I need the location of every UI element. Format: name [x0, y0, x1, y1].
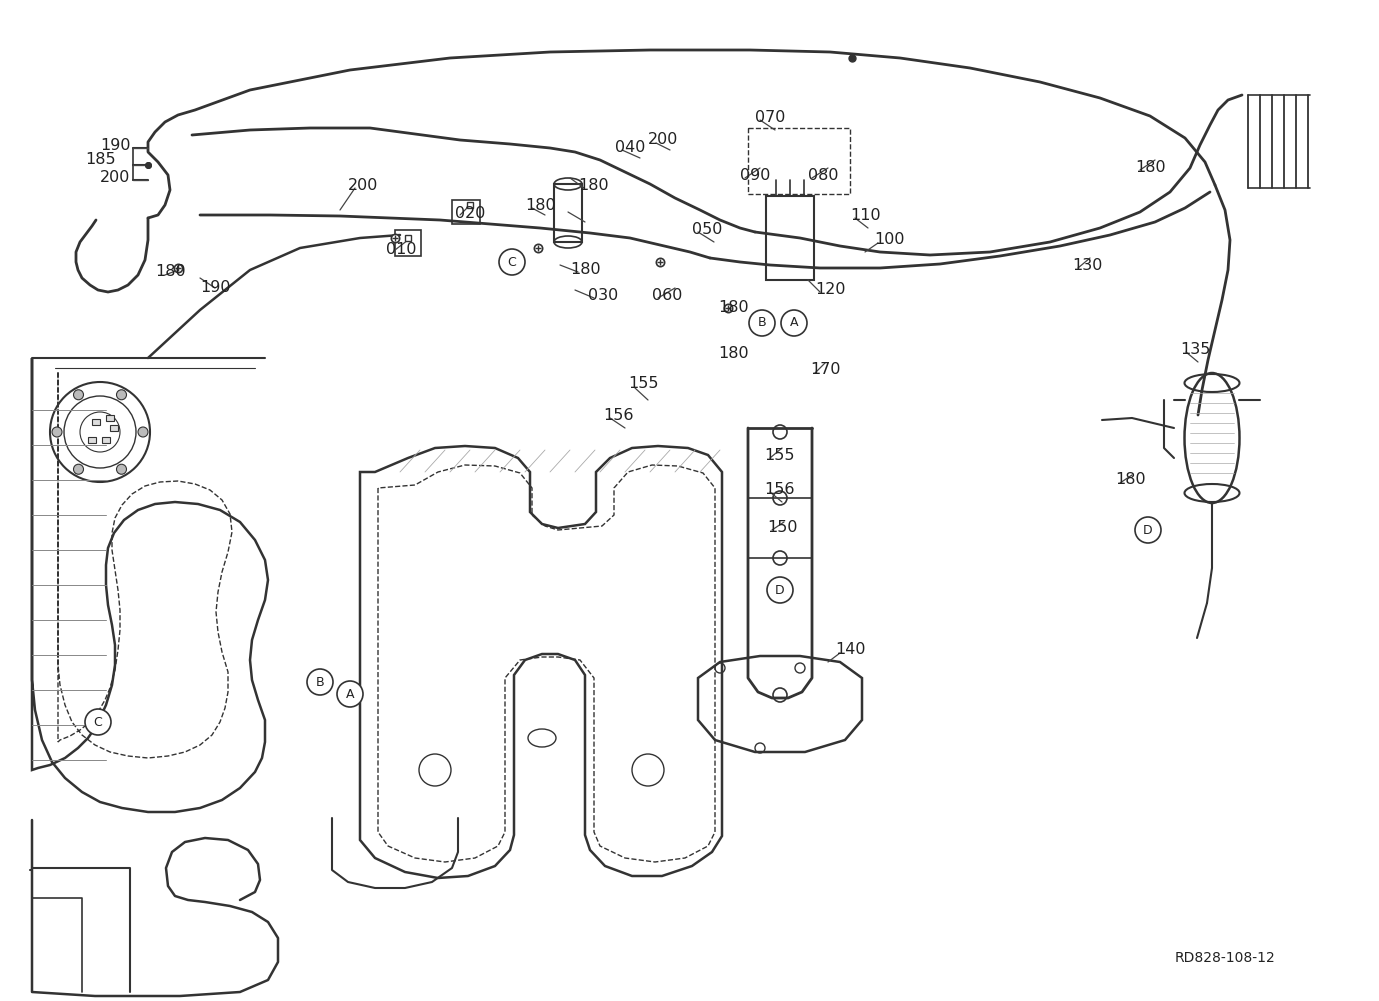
Text: 140: 140: [836, 643, 866, 658]
Text: 150: 150: [767, 520, 797, 535]
Text: 110: 110: [849, 207, 881, 222]
Text: 080: 080: [808, 168, 838, 183]
Circle shape: [781, 310, 807, 336]
Text: 200: 200: [101, 170, 131, 185]
Text: 090: 090: [741, 168, 771, 183]
Text: B: B: [316, 676, 324, 689]
Circle shape: [308, 669, 332, 695]
Text: RD828-108-12: RD828-108-12: [1175, 951, 1276, 965]
Text: 180: 180: [525, 197, 556, 212]
Text: 040: 040: [615, 140, 645, 155]
Bar: [92, 419, 101, 425]
Text: D: D: [1143, 524, 1153, 537]
Circle shape: [85, 709, 110, 735]
Text: 180: 180: [1116, 472, 1146, 487]
Text: 200: 200: [648, 132, 678, 147]
Bar: [110, 425, 119, 431]
Text: 100: 100: [874, 232, 905, 247]
Circle shape: [73, 464, 84, 474]
Text: B: B: [757, 316, 767, 329]
Circle shape: [749, 310, 775, 336]
Bar: [747, 128, 849, 194]
Text: A: A: [346, 688, 354, 701]
Text: 180: 180: [570, 262, 601, 277]
Text: 180: 180: [154, 264, 186, 279]
Bar: [102, 437, 110, 443]
Circle shape: [1135, 517, 1161, 543]
Text: 010: 010: [386, 242, 416, 257]
Circle shape: [767, 577, 793, 603]
Text: 190: 190: [101, 137, 131, 152]
Bar: [452, 200, 480, 224]
Circle shape: [116, 389, 127, 399]
Text: 135: 135: [1180, 342, 1211, 357]
Text: 180: 180: [718, 300, 749, 315]
Text: 185: 185: [85, 152, 116, 167]
Text: 060: 060: [652, 288, 683, 303]
Circle shape: [52, 427, 62, 437]
Circle shape: [499, 249, 525, 275]
Bar: [394, 230, 421, 256]
Text: 030: 030: [587, 288, 618, 303]
Text: C: C: [94, 716, 102, 729]
Text: 190: 190: [200, 279, 230, 294]
Text: 155: 155: [764, 447, 794, 462]
Text: 180: 180: [1135, 159, 1165, 174]
Text: 155: 155: [627, 376, 659, 391]
Text: 130: 130: [1071, 257, 1102, 272]
Text: 050: 050: [692, 222, 723, 237]
Circle shape: [116, 464, 127, 474]
Text: D: D: [775, 584, 785, 597]
Text: 070: 070: [754, 110, 786, 125]
Bar: [106, 415, 114, 421]
Circle shape: [73, 389, 84, 399]
Text: 020: 020: [455, 205, 485, 220]
Text: 180: 180: [578, 177, 608, 192]
Bar: [554, 184, 582, 242]
Text: 200: 200: [348, 177, 378, 192]
Bar: [765, 196, 814, 280]
Text: 156: 156: [764, 482, 794, 497]
Text: 120: 120: [815, 282, 845, 297]
Bar: [88, 437, 97, 443]
Text: C: C: [507, 255, 516, 268]
Text: 156: 156: [603, 407, 633, 422]
Text: 170: 170: [809, 362, 840, 377]
Circle shape: [138, 427, 148, 437]
Circle shape: [336, 681, 363, 707]
Text: 180: 180: [718, 345, 749, 360]
Text: A: A: [790, 316, 798, 329]
